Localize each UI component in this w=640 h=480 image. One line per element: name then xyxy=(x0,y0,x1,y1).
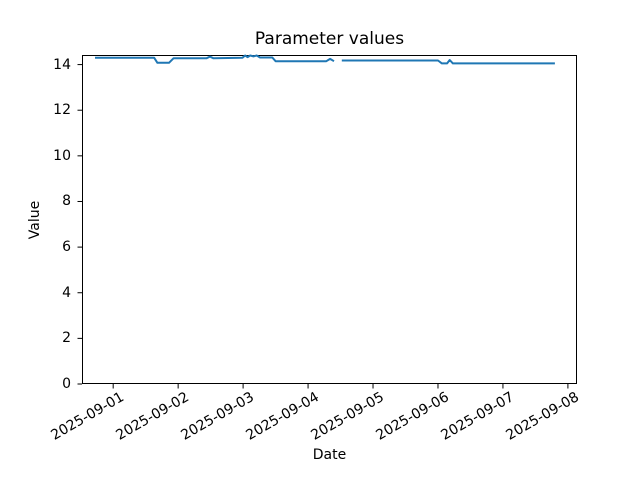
data-line-value xyxy=(341,59,555,65)
plot-frame xyxy=(82,55,577,384)
x-tick-label: 2025-09-02 xyxy=(113,389,192,444)
x-axis-label: Date xyxy=(312,447,347,463)
y-tick-label: 10 xyxy=(53,147,71,164)
y-tick-label: 12 xyxy=(53,102,71,119)
x-tick-label: 2025-09-08 xyxy=(502,389,582,444)
plot-area xyxy=(77,54,577,389)
x-tick-label: 2025-09-06 xyxy=(373,389,452,444)
chart-title: Parameter values xyxy=(254,29,405,49)
x-tick-label: 2025-09-01 xyxy=(48,389,127,444)
data-line-value xyxy=(95,54,335,64)
x-tick-label: 2025-09-07 xyxy=(437,389,517,444)
y-tick-label: 2 xyxy=(62,330,71,347)
y-tick-label: 14 xyxy=(53,56,71,73)
y-tick-label: 4 xyxy=(62,284,71,301)
x-tick-label: 2025-09-05 xyxy=(308,389,387,444)
y-tick-label: 0 xyxy=(62,376,71,392)
x-tick-label: 2025-09-04 xyxy=(243,389,322,444)
y-tick-label: 6 xyxy=(62,239,71,256)
y-tick-label: 8 xyxy=(62,193,71,210)
x-tick-label: 2025-09-03 xyxy=(178,389,257,444)
